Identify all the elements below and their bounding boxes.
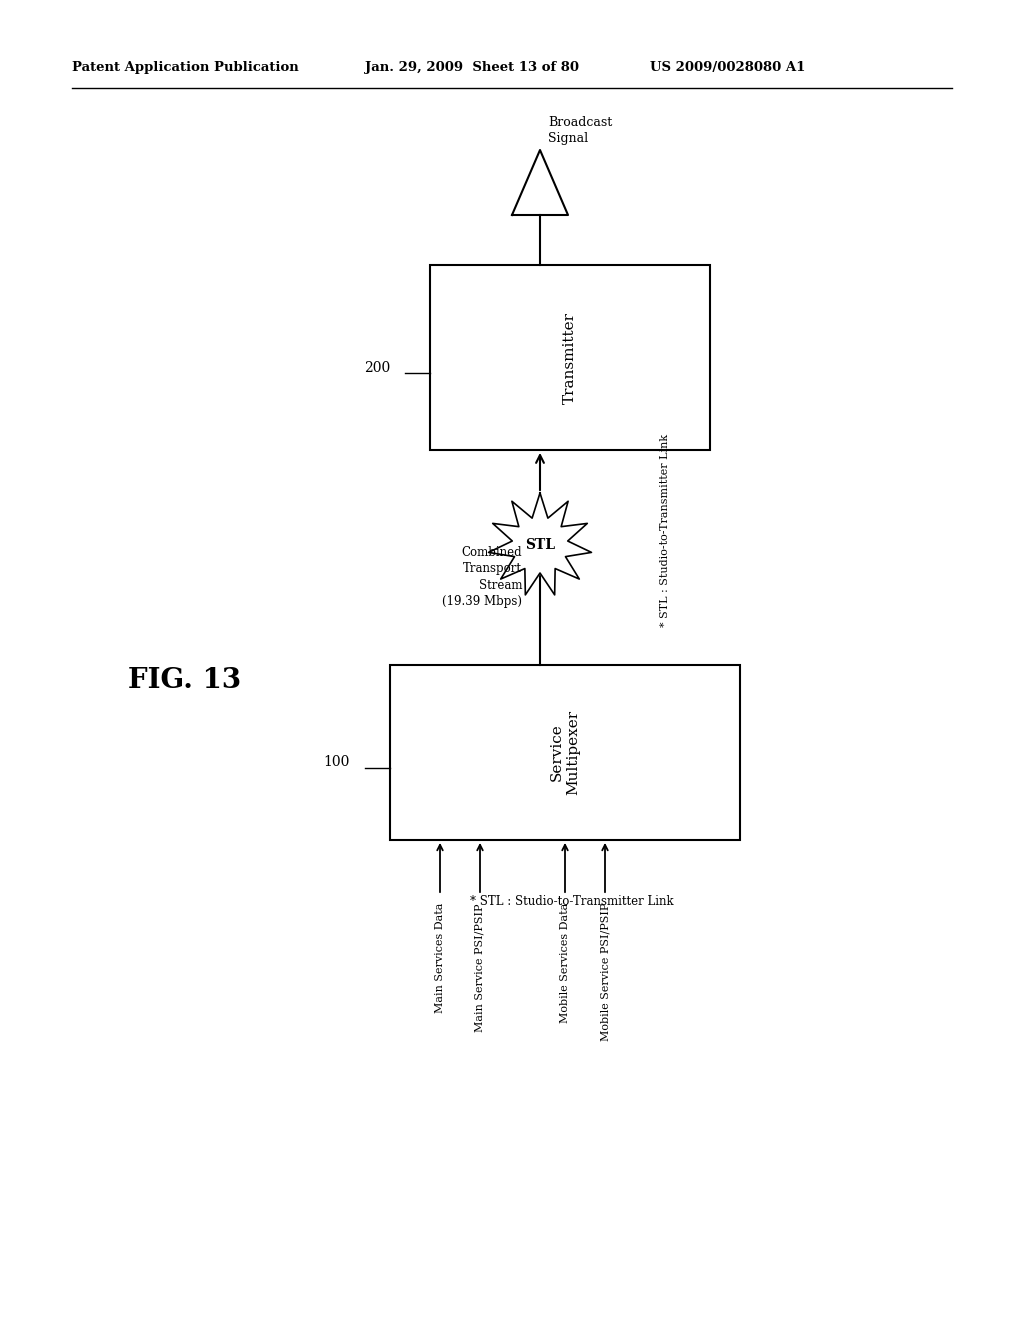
Text: 100: 100 <box>324 755 350 770</box>
Text: Mobile Service PSI/PSIP: Mobile Service PSI/PSIP <box>600 903 610 1041</box>
Polygon shape <box>488 492 592 595</box>
Text: * STL : Studio-to-Transmitter Link: * STL : Studio-to-Transmitter Link <box>660 433 670 627</box>
Text: US 2009/0028080 A1: US 2009/0028080 A1 <box>650 62 805 74</box>
Text: Patent Application Publication: Patent Application Publication <box>72 62 299 74</box>
Text: Combined
Transport
Stream
(19.39 Mbps): Combined Transport Stream (19.39 Mbps) <box>442 545 522 609</box>
Text: Main Services Data: Main Services Data <box>435 903 445 1014</box>
Bar <box>390 665 740 840</box>
Text: * STL : Studio-to-Transmitter Link: * STL : Studio-to-Transmitter Link <box>470 895 674 908</box>
Text: FIG. 13: FIG. 13 <box>128 667 242 693</box>
Bar <box>430 265 710 450</box>
Text: Broadcast
Signal: Broadcast Signal <box>548 116 612 145</box>
Text: Mobile Services Data: Mobile Services Data <box>560 903 570 1023</box>
Text: STL: STL <box>525 539 555 552</box>
Text: Main Service PSI/PSIP: Main Service PSI/PSIP <box>475 903 485 1031</box>
Text: Jan. 29, 2009  Sheet 13 of 80: Jan. 29, 2009 Sheet 13 of 80 <box>365 62 579 74</box>
Text: Transmitter: Transmitter <box>563 312 577 404</box>
Text: 200: 200 <box>364 360 390 375</box>
Text: Service
Multipexer: Service Multipexer <box>550 710 581 795</box>
